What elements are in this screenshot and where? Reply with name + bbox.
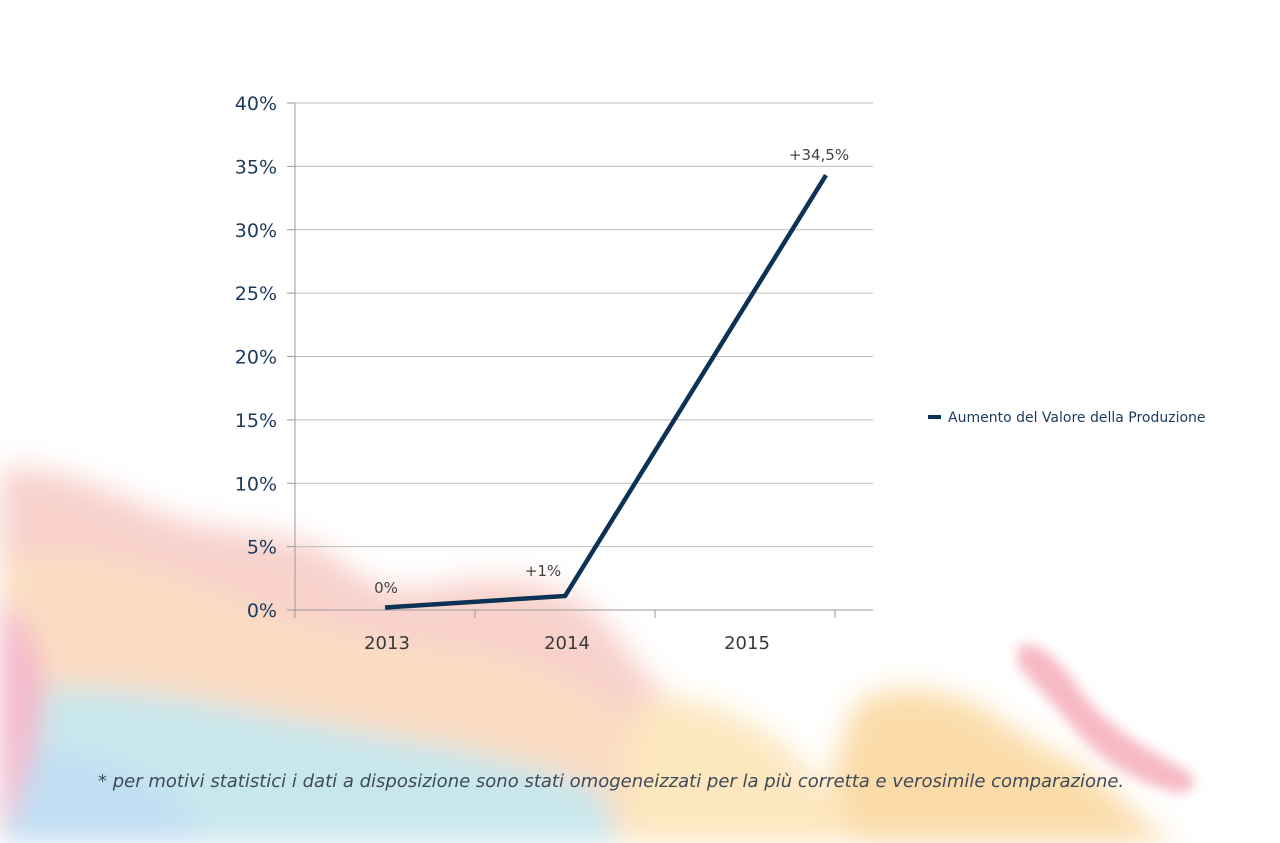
x-tick-label: 2013 bbox=[364, 633, 410, 654]
y-tick-label: 10% bbox=[235, 473, 277, 495]
y-axis-ticks: 0% 5% 10% 15% 20% 25% 30% 35% 40% bbox=[235, 93, 295, 622]
series-layer bbox=[384, 174, 828, 610]
x-axis: 2013 2014 2015 bbox=[294, 103, 873, 654]
y-tick-label: 15% bbox=[235, 410, 277, 432]
y-tick-label: 30% bbox=[235, 220, 277, 242]
data-labels: 0% +1% +34,5% bbox=[374, 146, 849, 597]
y-tick-label: 25% bbox=[235, 283, 277, 305]
data-label: +1% bbox=[525, 562, 561, 580]
x-tick-label: 2014 bbox=[544, 633, 590, 654]
series-line bbox=[384, 174, 828, 610]
legend-label: Aumento del Valore della Produzione bbox=[948, 410, 1206, 426]
x-tick-label: 2015 bbox=[724, 633, 770, 654]
data-label: +34,5% bbox=[789, 146, 849, 164]
y-tick-label: 0% bbox=[247, 600, 277, 622]
y-tick-label: 20% bbox=[235, 347, 277, 369]
grid-lines bbox=[295, 102, 873, 548]
data-label: 0% bbox=[374, 579, 398, 597]
legend-swatch bbox=[928, 415, 941, 419]
legend: Aumento del Valore della Produzione bbox=[928, 410, 1206, 426]
y-tick-label: 40% bbox=[235, 93, 277, 115]
footnote: * per motivi statistici i dati a disposi… bbox=[98, 771, 1125, 792]
y-tick-label: 5% bbox=[247, 537, 277, 559]
y-tick-label: 35% bbox=[235, 156, 277, 178]
